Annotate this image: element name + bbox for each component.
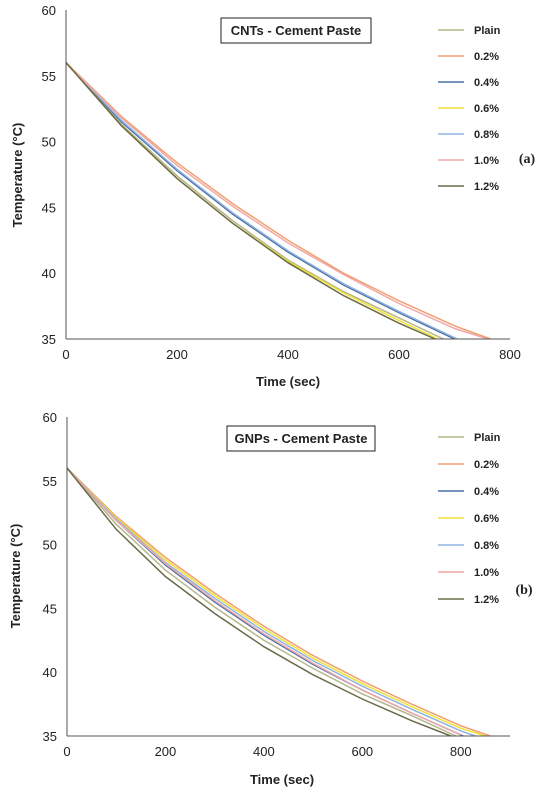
y-axis-title: Temperature (°C) — [8, 524, 23, 629]
legend-label: 0.4% — [474, 77, 499, 89]
x-tick-labels: 0 200 400 600 800 — [63, 744, 471, 759]
y-tick-label: 45 — [42, 200, 56, 215]
legend: Plain 0.2% 0.4% 0.6% 0.8% 1.0% 1.2% — [438, 25, 501, 193]
plot-area — [66, 10, 510, 339]
legend: Plain 0.2% 0.4% 0.6% 0.8% 1.0% 1.2% — [438, 432, 501, 606]
chart-title-box — [226, 425, 376, 452]
legend-label: Plain — [474, 432, 501, 444]
legend-label: 1.0% — [474, 155, 499, 167]
x-tick-label: 400 — [253, 744, 275, 759]
series-line — [65, 62, 489, 340]
y-tick-label: 55 — [42, 69, 56, 84]
x-tick-labels: 0 200 400 600 800 — [62, 347, 520, 362]
legend-label: 0.2% — [474, 459, 499, 471]
y-tick-label: 50 — [42, 135, 56, 150]
series-line — [65, 62, 458, 340]
x-tick-label: 800 — [450, 744, 472, 759]
legend-label: 0.8% — [474, 540, 499, 552]
series-line — [66, 467, 462, 736]
y-tick-label: 60 — [42, 3, 56, 18]
legend-label: 0.6% — [474, 103, 499, 115]
series-line — [65, 62, 444, 340]
series-line — [65, 62, 455, 340]
y-tick-label: 35 — [42, 332, 56, 347]
x-axis-title: Time (sec) — [256, 374, 320, 389]
legend-label: 0.2% — [474, 51, 499, 63]
series-layer — [65, 62, 491, 340]
chart-panel-b: 35 40 45 50 55 60 0 200 400 600 800 Time (sec) Te… — [8, 410, 533, 787]
chart-title: GNPs - Cement Paste — [235, 431, 368, 446]
y-tick-label: 60 — [43, 410, 57, 425]
chart-title-box — [220, 17, 372, 44]
series-layer — [66, 467, 491, 737]
series-line — [65, 62, 436, 340]
y-tick-label: 55 — [43, 474, 57, 489]
legend-label: 0.6% — [474, 513, 499, 525]
y-tick-labels: 35 40 45 50 55 60 — [42, 3, 56, 347]
series-line — [66, 467, 457, 737]
legend-label: 0.8% — [474, 129, 499, 141]
legend-label: 1.2% — [474, 594, 499, 606]
chart-panel-a: 35 40 45 50 55 60 0 200 400 600 800 Time (sec) Te… — [10, 3, 535, 389]
x-tick-label: 0 — [62, 347, 69, 362]
y-tick-label: 45 — [43, 601, 57, 616]
x-tick-label: 200 — [155, 744, 177, 759]
series-line — [66, 467, 491, 737]
panel-label: (b) — [515, 583, 532, 598]
x-tick-label: 600 — [388, 347, 410, 362]
y-tick-label: 40 — [43, 665, 57, 680]
legend-label: Plain — [474, 25, 501, 37]
series-line — [66, 467, 476, 737]
series-line — [66, 467, 486, 737]
y-tick-label: 35 — [43, 729, 57, 744]
x-tick-label: 600 — [351, 744, 373, 759]
panel-label: (a) — [519, 152, 536, 167]
plot-area — [67, 417, 510, 736]
x-tick-label: 800 — [499, 347, 521, 362]
series-line — [66, 467, 452, 737]
x-tick-label: 0 — [63, 744, 70, 759]
chart-title: CNTs - Cement Paste — [231, 23, 362, 38]
x-tick-label: 400 — [277, 347, 299, 362]
y-tick-label: 40 — [42, 266, 56, 281]
legend-label: 1.0% — [474, 567, 499, 579]
x-axis-title: Time (sec) — [250, 772, 314, 787]
y-axis-title: Temperature (°C) — [10, 123, 25, 228]
series-line — [65, 62, 491, 340]
x-tick-label: 200 — [166, 347, 188, 362]
legend-label: 1.2% — [474, 181, 499, 193]
y-tick-label: 50 — [43, 538, 57, 553]
y-tick-labels: 35 40 45 50 55 60 — [43, 410, 57, 744]
legend-label: 0.4% — [474, 486, 499, 498]
